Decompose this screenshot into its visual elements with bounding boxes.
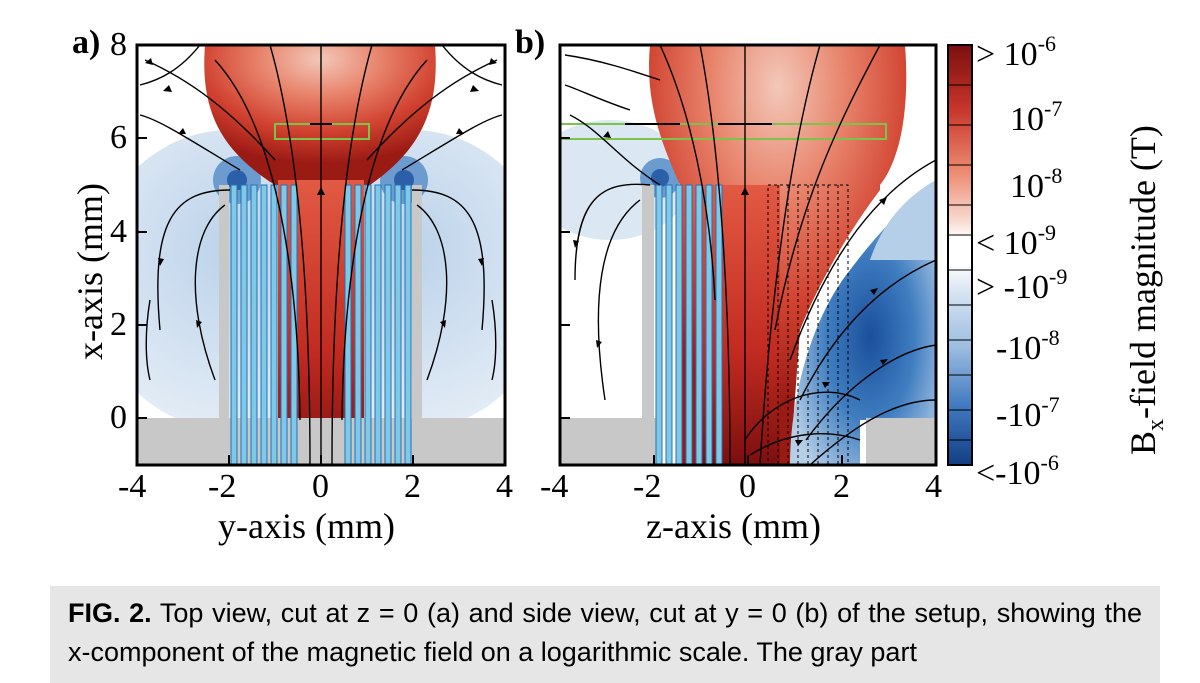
caption-label: FIG. 2. — [68, 598, 152, 628]
panel-a-x-axis-title: y-axis (mm) — [218, 506, 395, 546]
colorbar-label: -10-8 — [996, 325, 1060, 367]
colorbar-label: < 10-9 — [976, 220, 1057, 262]
colorbar-label: -10-7 — [996, 392, 1060, 434]
panel-a-ytick: 8 — [110, 26, 127, 63]
figure-graphics — [135, 43, 973, 467]
colorbar-label: > 10-6 — [976, 31, 1057, 73]
figure: a) b) 8 6 4 2 0 -4 -2 0 2 4 -4 -2 0 2 4 … — [70, 24, 1170, 546]
panel-a-xtick: -4 — [118, 468, 147, 505]
panel-a-xtick: 2 — [404, 468, 421, 505]
panel-a-ytick: 4 — [110, 213, 127, 250]
panel-a-plot — [137, 45, 505, 465]
panel-b-x-axis-title: z-axis (mm) — [646, 506, 821, 546]
colorbar — [947, 44, 973, 466]
figure-caption: FIG. 2. Top view, cut at z = 0 (a) and s… — [50, 586, 1160, 683]
panel-b-xtick: -4 — [540, 468, 569, 505]
panel-a-ytick: 0 — [110, 399, 127, 436]
panel-a-xtick: -2 — [208, 468, 237, 505]
panel-a-xtick: 0 — [312, 468, 329, 505]
panel-a-ytick: 6 — [110, 119, 127, 156]
panel-a-tickmarks — [136, 44, 506, 465]
caption-text: Top view, cut at z = 0 (a) and side view… — [68, 598, 1142, 667]
panel-b-xtick: 0 — [739, 468, 756, 505]
panel-b-xtick: 2 — [833, 468, 850, 505]
colorbar-label: 10-7 — [1010, 96, 1063, 138]
panel-a-tag: a) — [72, 24, 101, 61]
panel-a-xtick: 4 — [496, 468, 513, 505]
colorbar-title: Bx-field magnitude (T) — [1123, 125, 1170, 455]
colorbar-label: <-10-6 — [976, 450, 1059, 492]
colorbar-label: > -10-9 — [976, 264, 1068, 306]
panel-b-tickmarks — [559, 44, 937, 465]
panel-a-y-axis-title: x-axis (mm) — [70, 183, 110, 360]
panel-b-xtick: 4 — [925, 468, 942, 505]
panel-b-tag: b) — [515, 24, 546, 61]
colorbar-label: 10-8 — [1010, 163, 1063, 205]
panel-b-xtick: -2 — [633, 468, 662, 505]
panel-b-plot — [560, 45, 936, 465]
panel-a-ytick: 2 — [110, 306, 127, 343]
